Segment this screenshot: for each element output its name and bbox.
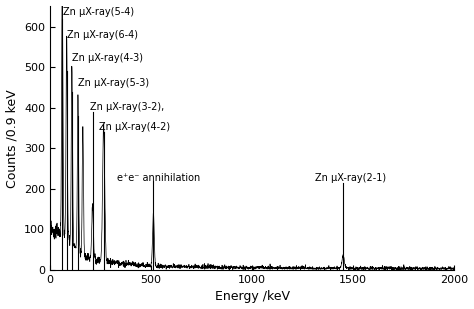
Text: e⁺e⁻ annihilation: e⁺e⁻ annihilation <box>117 173 200 183</box>
X-axis label: Energy /keV: Energy /keV <box>215 290 290 303</box>
Text: Zn μX-ray(2-1): Zn μX-ray(2-1) <box>315 173 386 183</box>
Text: Zn μX-ray(4-3): Zn μX-ray(4-3) <box>73 53 143 63</box>
Text: Zn μX-ray(5-4): Zn μX-ray(5-4) <box>63 6 134 17</box>
Text: Zn μX-ray(6-4): Zn μX-ray(6-4) <box>67 30 138 40</box>
Text: Zn μX-ray(5-3): Zn μX-ray(5-3) <box>78 78 149 87</box>
Text: Zn μX-ray(3-2),: Zn μX-ray(3-2), <box>90 102 164 112</box>
Text: Zn μX-ray(4-2): Zn μX-ray(4-2) <box>99 122 170 132</box>
Y-axis label: Counts /0.9 keV: Counts /0.9 keV <box>6 89 18 188</box>
